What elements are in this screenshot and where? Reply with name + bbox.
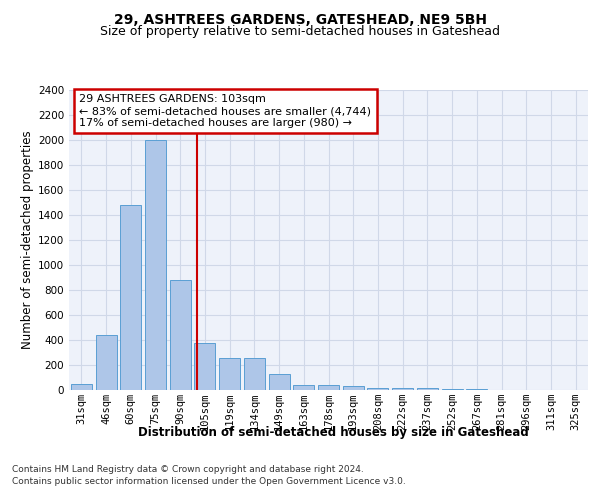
Bar bbox=[367, 388, 388, 390]
Text: Contains HM Land Registry data © Crown copyright and database right 2024.: Contains HM Land Registry data © Crown c… bbox=[12, 465, 364, 474]
Text: Distribution of semi-detached houses by size in Gateshead: Distribution of semi-detached houses by … bbox=[137, 426, 529, 439]
Bar bbox=[417, 388, 438, 390]
Bar bbox=[293, 385, 314, 390]
Bar bbox=[120, 205, 141, 390]
Text: 29 ASHTREES GARDENS: 103sqm
← 83% of semi-detached houses are smaller (4,744)
17: 29 ASHTREES GARDENS: 103sqm ← 83% of sem… bbox=[79, 94, 371, 128]
Bar bbox=[392, 388, 413, 390]
Bar bbox=[71, 384, 92, 390]
Bar bbox=[145, 140, 166, 390]
Bar bbox=[269, 374, 290, 390]
Bar bbox=[343, 386, 364, 390]
Text: 29, ASHTREES GARDENS, GATESHEAD, NE9 5BH: 29, ASHTREES GARDENS, GATESHEAD, NE9 5BH bbox=[113, 12, 487, 26]
Bar bbox=[442, 389, 463, 390]
Bar bbox=[318, 385, 339, 390]
Text: Size of property relative to semi-detached houses in Gateshead: Size of property relative to semi-detach… bbox=[100, 24, 500, 38]
Bar bbox=[244, 358, 265, 390]
Bar bbox=[95, 335, 116, 390]
Bar bbox=[219, 358, 240, 390]
Y-axis label: Number of semi-detached properties: Number of semi-detached properties bbox=[21, 130, 34, 350]
Bar bbox=[170, 280, 191, 390]
Text: Contains public sector information licensed under the Open Government Licence v3: Contains public sector information licen… bbox=[12, 477, 406, 486]
Bar bbox=[194, 343, 215, 390]
